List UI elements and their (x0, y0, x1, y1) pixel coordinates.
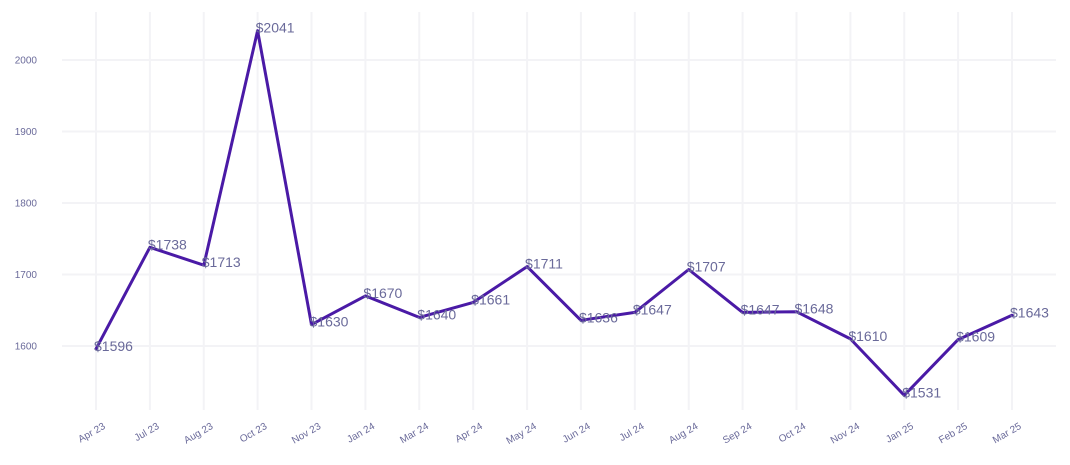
y-tick-label: 1900 (15, 127, 38, 138)
x-tick-label: Nov 23 (290, 421, 323, 447)
y-tick-label: 1600 (15, 342, 38, 353)
x-tick-label: Jul 23 (133, 421, 162, 444)
x-tick-label: Jun 24 (561, 421, 593, 446)
x-tick-label: Sep 24 (721, 421, 754, 447)
data-label: $1596 (94, 338, 133, 354)
x-tick-label: Mar 25 (991, 421, 1024, 446)
data-label: $1643 (1010, 304, 1049, 320)
data-label: $1670 (363, 285, 402, 301)
x-tick-label: Oct 24 (777, 421, 808, 445)
data-label: $1531 (902, 384, 941, 400)
x-tick-label: Jul 24 (618, 421, 647, 444)
data-labels: $1596 $1738 $1713 $2041 $1630 $1670 $1640 $1661… (94, 20, 1049, 401)
y-axis-ticks: 1600 1700 1800 1900 2000 (15, 56, 38, 353)
data-label: $1640 (417, 306, 456, 322)
data-label: $1713 (202, 254, 241, 270)
x-tick-label: Feb 25 (937, 421, 970, 446)
data-label: $1636 (579, 309, 618, 325)
data-label: $1648 (794, 301, 833, 317)
data-label: $2041 (256, 20, 295, 36)
data-label: $1609 (956, 329, 995, 345)
x-tick-label: Aug 23 (182, 421, 215, 447)
data-label: $1738 (148, 236, 187, 252)
x-tick-label: Aug 24 (667, 421, 700, 447)
x-tick-label: Apr 24 (454, 421, 485, 445)
x-tick-label: Jan 25 (884, 421, 916, 446)
x-tick-label: Nov 24 (829, 421, 862, 447)
data-label: $1661 (471, 291, 510, 307)
data-label: $1630 (310, 314, 349, 330)
y-tick-label: 1800 (15, 199, 38, 210)
x-tick-label: Mar 24 (398, 421, 431, 446)
data-label: $1707 (687, 258, 726, 274)
x-tick-label: Oct 23 (238, 421, 269, 445)
series-line (94, 29, 1014, 397)
x-tick-label: May 24 (505, 421, 539, 447)
x-axis-ticks: Apr 23 Jul 23 Aug 23 Oct 23 Nov 23 Jan 24 Mar … (76, 421, 1023, 447)
data-label: $1647 (633, 301, 672, 317)
data-label: $1610 (848, 328, 887, 344)
y-tick-label: 1700 (15, 270, 38, 281)
x-tick-label: Jan 24 (345, 421, 377, 446)
x-tick-label: Apr 23 (76, 421, 107, 445)
data-label: $1711 (525, 256, 563, 272)
data-label: $1647 (741, 301, 780, 317)
y-tick-label: 2000 (15, 56, 38, 67)
gridlines (62, 12, 1056, 410)
